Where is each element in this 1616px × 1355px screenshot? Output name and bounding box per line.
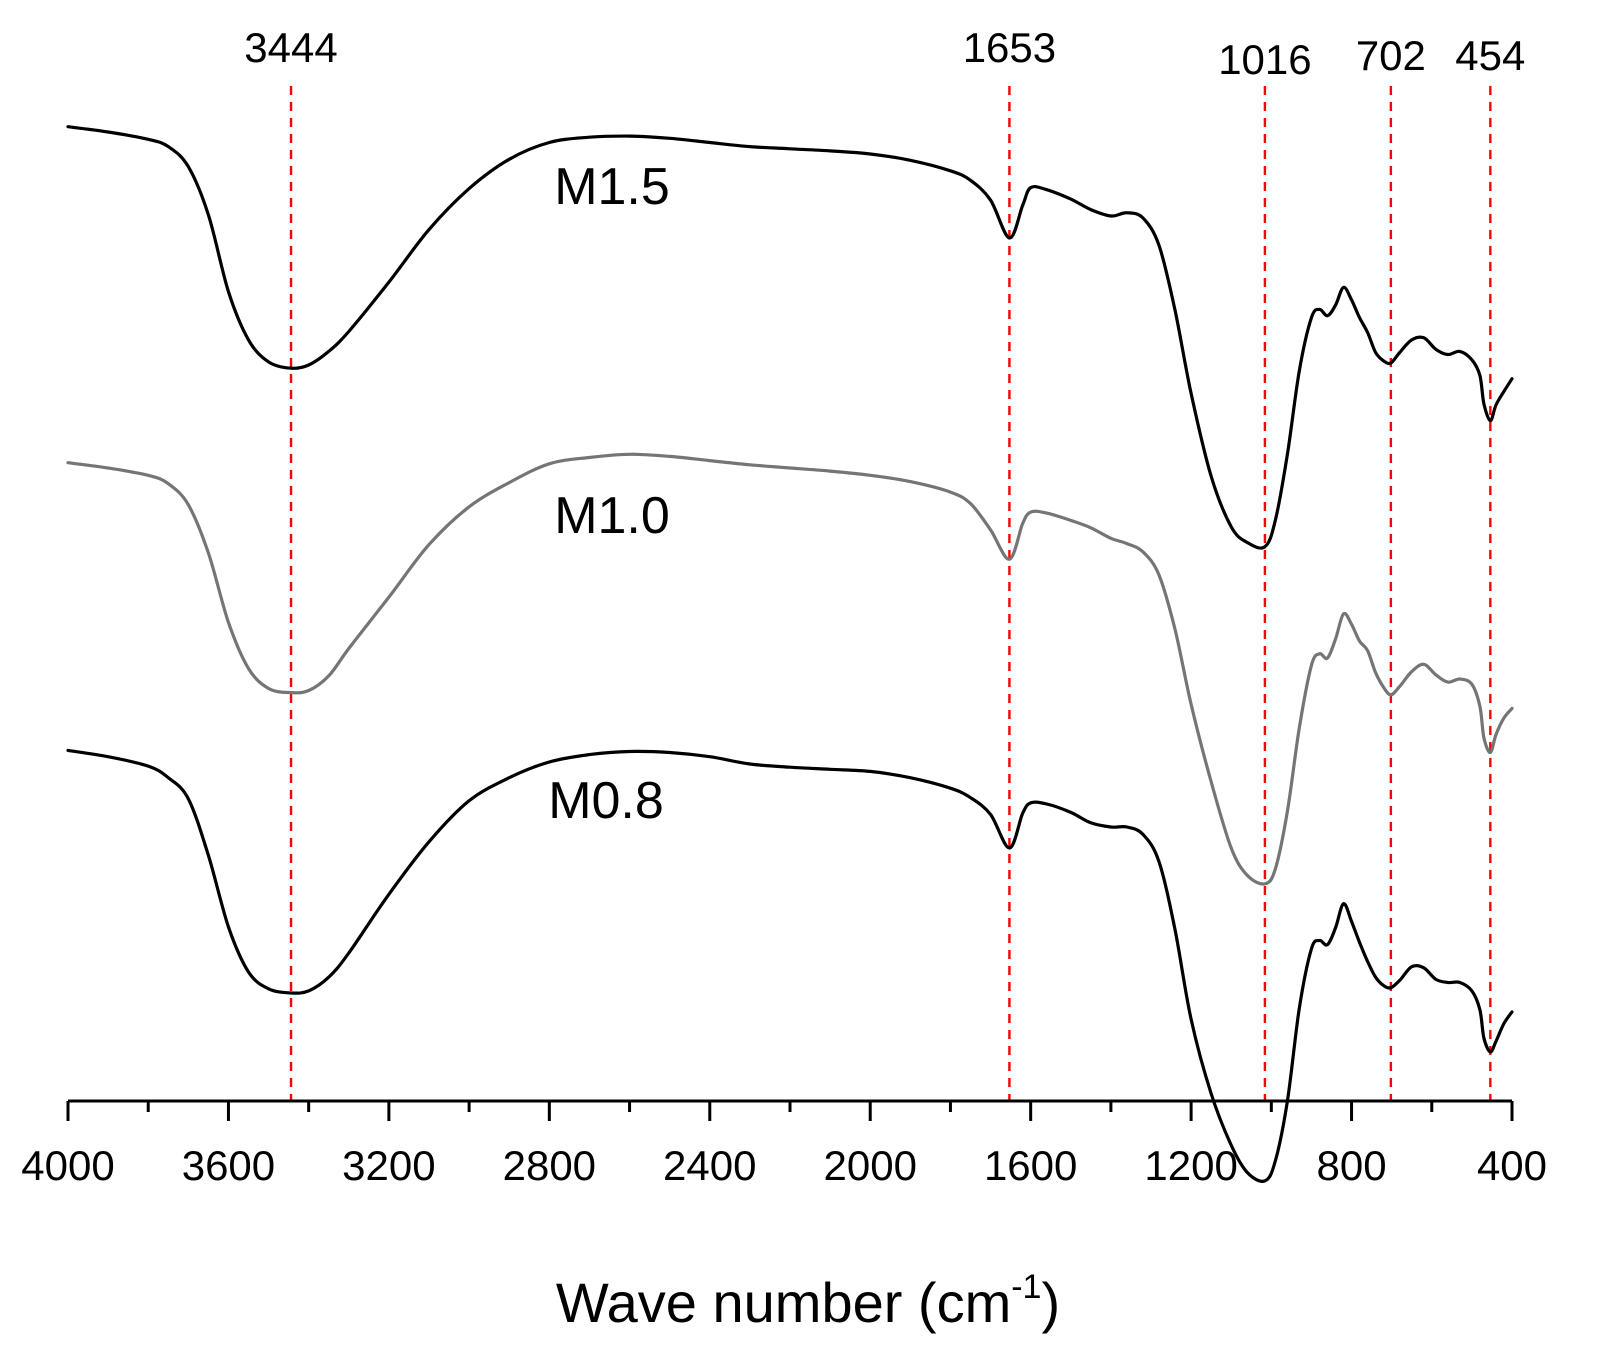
- x-axis-group: 4000 3600 3200 2800 2400 2000 1600 1200 800 400: [21, 1099, 1547, 1189]
- series-label-m0-8: M0.8: [548, 772, 664, 830]
- x-tick-label-4000: 4000: [21, 1142, 114, 1189]
- series-group: [66, 125, 1514, 1183]
- series-line-m1-0: [66, 452, 1514, 886]
- series-label-m1-0: M1.0: [554, 487, 670, 545]
- x-tick-label-3600: 3600: [182, 1142, 275, 1189]
- reference-label-702: 702: [1356, 32, 1426, 79]
- x-tick-label-2000: 2000: [824, 1142, 917, 1189]
- series-label-m1-5: M1.5: [554, 158, 670, 216]
- reference-label-454: 454: [1455, 32, 1525, 79]
- x-axis-title-close: ): [1041, 1271, 1060, 1334]
- reference-lines-group: 3444 1653 1016 702 454: [244, 24, 1525, 1101]
- series-line-m0-8: [66, 748, 1514, 1183]
- reference-label-3444: 3444: [244, 24, 337, 71]
- x-axis-title-main: Wave number (cm: [556, 1271, 1011, 1334]
- x-tick-label-2800: 2800: [503, 1142, 596, 1189]
- x-tick-label-1600: 1600: [984, 1142, 1077, 1189]
- x-tick-label-1200: 1200: [1144, 1142, 1237, 1189]
- x-axis-title: Wave number (cm-1): [556, 1268, 1060, 1334]
- series-labels-group: M1.5 M1.0 M0.8: [548, 158, 670, 830]
- reference-label-1016: 1016: [1218, 36, 1311, 83]
- series-line-m1-5: [66, 125, 1514, 550]
- x-tick-label-800: 800: [1317, 1142, 1387, 1189]
- reference-label-1653: 1653: [963, 24, 1056, 71]
- x-tick-label-3200: 3200: [342, 1142, 435, 1189]
- x-tick-label-2400: 2400: [663, 1142, 756, 1189]
- x-axis-title-superscript: -1: [1011, 1268, 1041, 1306]
- x-tick-label-400: 400: [1477, 1142, 1547, 1189]
